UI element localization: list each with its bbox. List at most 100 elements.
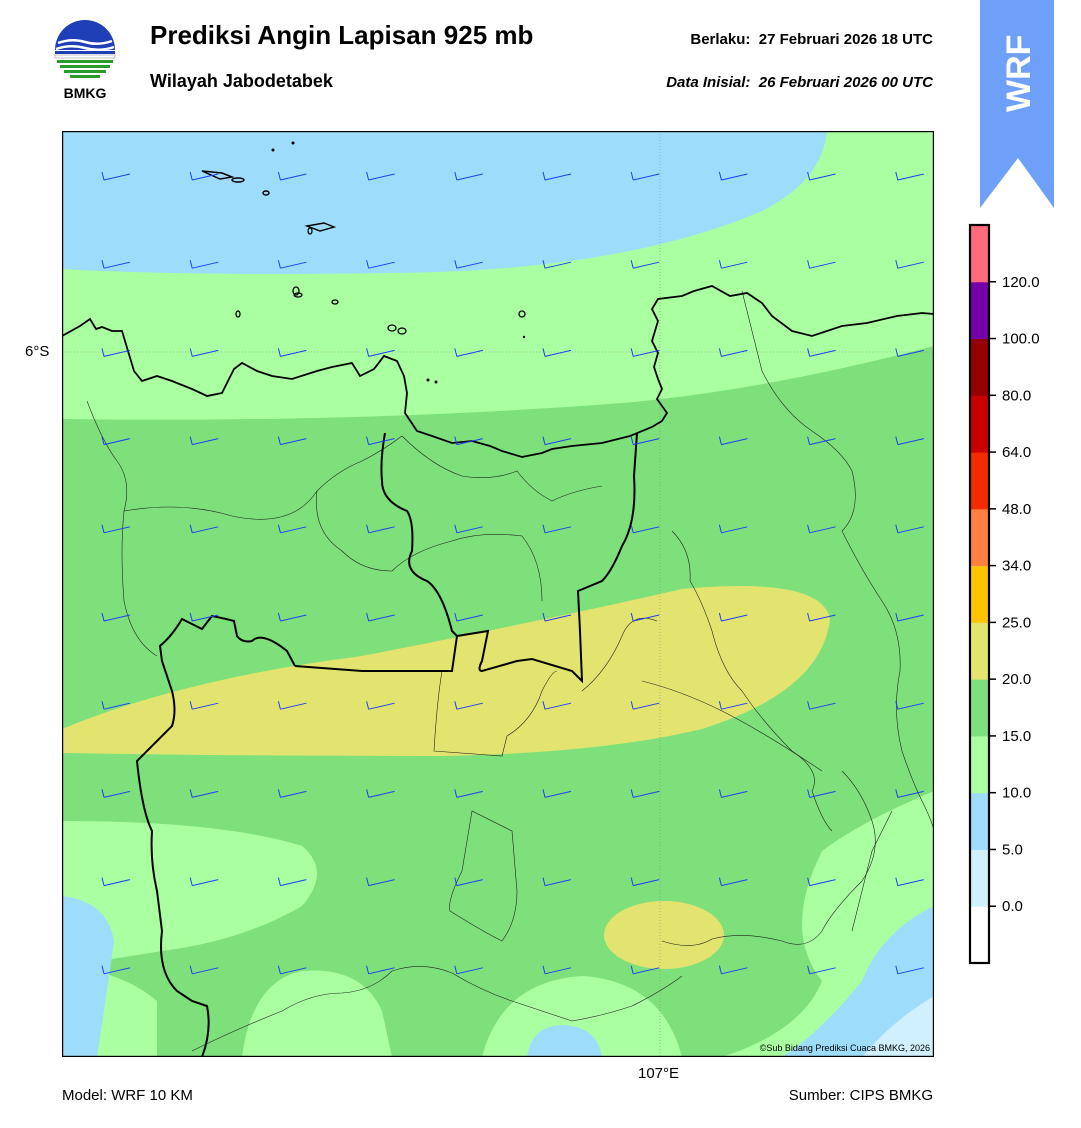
wind-barb [542, 612, 572, 622]
zone-20-25-spot [604, 901, 724, 969]
province-boundaries [135, 432, 638, 1057]
wind-barb [895, 348, 924, 357]
wind-barb [366, 965, 395, 975]
wind-barb [718, 612, 748, 622]
wind-barb [807, 436, 836, 446]
wind-barb [366, 436, 395, 446]
wind-barb [630, 171, 660, 181]
wind-barb [718, 789, 748, 798]
wind-barb [807, 524, 836, 534]
colorbar-swatch [970, 225, 989, 283]
wind-barb [895, 789, 924, 798]
init-label: Data Inisial: [666, 74, 751, 91]
wind-barb [277, 877, 307, 887]
wind-barb [454, 877, 483, 887]
colorbar-swatch [970, 508, 989, 567]
wind-barb [542, 260, 572, 269]
zone-5-10-sw [62, 896, 114, 1057]
wind-barb [542, 171, 572, 181]
wind-barb [630, 701, 660, 710]
colorbar-label: 120.0 [1002, 274, 1040, 291]
wind-barb [189, 436, 219, 446]
wind-barb [454, 348, 483, 357]
wind-barb [542, 436, 572, 446]
wind-barb [895, 701, 924, 710]
wind-barb [718, 436, 748, 446]
wind-barb [542, 965, 572, 975]
wind-barb [807, 612, 836, 622]
wind-barb [189, 612, 219, 622]
colorbar-swatch [970, 679, 989, 737]
wind-barb [454, 260, 483, 269]
wind-barb [277, 260, 307, 269]
colorbar-label: 80.0 [1002, 387, 1031, 404]
zone-10-15-sw [62, 821, 317, 966]
wind-barb [101, 171, 131, 181]
colorbar-swatches [970, 225, 989, 964]
colorbar-swatch [970, 906, 989, 964]
colorbar-swatch [970, 452, 989, 510]
wind-barb [718, 524, 748, 534]
wind-barb [895, 260, 924, 269]
wind-barb [807, 171, 836, 181]
wind-barb [101, 965, 131, 975]
wind-barb [542, 789, 572, 798]
wind-barb [101, 436, 131, 446]
valid-label: Berlaku: [690, 31, 751, 48]
wind-barb [277, 701, 307, 710]
colorbar-label: 5.0 [1002, 841, 1023, 858]
wind-map: ©Sub Bidang Prediksi Cuaca BMKG, 2026 [62, 131, 934, 1057]
wind-barbs [101, 171, 924, 975]
colorbar-label: 48.0 [1002, 501, 1031, 518]
wind-barb [542, 877, 572, 887]
wind-barb [807, 789, 836, 798]
wind-barb [454, 701, 483, 710]
valid-time: Berlaku: 27 Februari 2026 18 UTC [690, 31, 933, 48]
wind-barb [101, 789, 131, 798]
wind-barb [189, 965, 219, 975]
coastline [62, 285, 934, 458]
wind-barb [542, 348, 572, 357]
wind-barb [366, 701, 395, 710]
colorbar-label: 34.0 [1002, 558, 1031, 575]
colorbar-label: 64.0 [1002, 444, 1031, 461]
colorbar-swatch [970, 395, 989, 453]
wind-barb [366, 524, 395, 534]
wind-barb [454, 789, 483, 798]
wind-barb [101, 701, 131, 710]
colorbar-swatch [970, 622, 989, 680]
source-info: Sumber: CIPS BMKG [788, 1087, 933, 1104]
district-boundaries [86, 290, 934, 1052]
wind-barb [454, 524, 483, 534]
logo-text: BMKG [64, 85, 107, 101]
wrf-banner-text: WRF [1000, 35, 1038, 112]
wind-barb [101, 877, 131, 887]
wind-barb [277, 789, 307, 798]
wind-barb [101, 348, 131, 357]
colorbar-swatch [970, 735, 989, 794]
wind-barb [807, 701, 836, 710]
wind-barb [189, 524, 219, 534]
wind-barb [630, 965, 660, 975]
wind-barb [277, 348, 307, 357]
wind-barb [189, 348, 219, 357]
wind-barb [277, 524, 307, 534]
colorbar-swatch [970, 849, 989, 907]
wind-barb [630, 789, 660, 798]
lon-label: 107°E [638, 1065, 680, 1082]
colorbar-label: 20.0 [1002, 671, 1031, 688]
colorbar-swatch [970, 281, 989, 340]
up-arrow-banner-icon [980, 0, 1054, 208]
wind-barb [366, 877, 395, 887]
zone-5-10-north [62, 131, 827, 274]
colorbar-swatch [970, 565, 989, 623]
wind-barb [454, 171, 483, 181]
wind-barb [366, 612, 395, 622]
colorbar-label: 10.0 [1002, 785, 1031, 802]
map-copyright: ©Sub Bidang Prediksi Cuaca BMKG, 2026 [760, 1043, 930, 1053]
colorbar-swatch [970, 792, 989, 850]
wind-barb [807, 348, 836, 357]
wind-barb [101, 612, 131, 622]
wind-barb [366, 171, 395, 181]
wind-barb [542, 524, 572, 534]
